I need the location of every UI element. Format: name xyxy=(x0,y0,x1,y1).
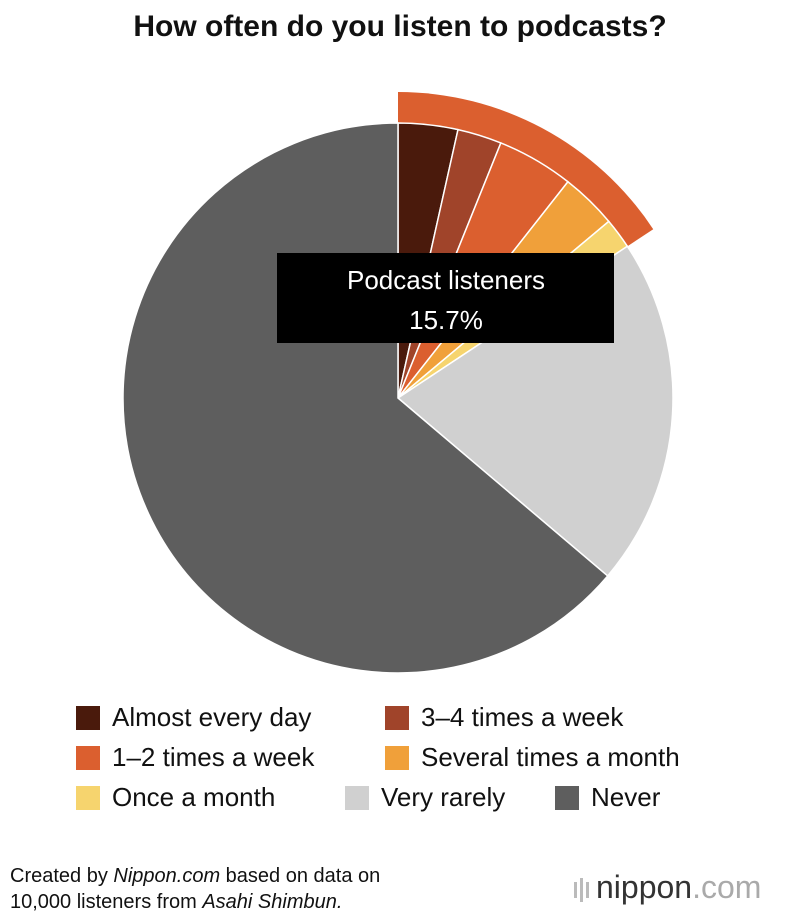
legend-label: Almost every day xyxy=(112,702,311,732)
legend-swatch xyxy=(555,786,579,810)
legend-swatch xyxy=(76,746,100,770)
logo-text: nippon.com xyxy=(596,869,761,905)
callout-box xyxy=(277,253,614,343)
legend-label: Never xyxy=(591,782,661,812)
callout-label: Podcast listeners xyxy=(347,265,545,295)
source-text: Created by xyxy=(10,865,113,887)
legend-label: 1–2 times a week xyxy=(112,742,315,772)
logo-icon xyxy=(586,882,589,898)
source-text: Nippon.com xyxy=(113,865,220,887)
logo-icon xyxy=(574,882,577,898)
chart-title: How often do you listen to podcasts? xyxy=(133,10,666,43)
source: 10,000 listeners from Asahi Shimbun. xyxy=(10,891,342,913)
legend-label: Once a month xyxy=(112,782,275,812)
legend-swatch xyxy=(345,786,369,810)
logo-text: nippon xyxy=(596,869,692,905)
legend-swatch xyxy=(76,706,100,730)
legend-label: 3–4 times a week xyxy=(421,702,624,732)
legend-swatch xyxy=(385,746,409,770)
source-text: based on data on xyxy=(220,865,380,887)
legend-label: Very rarely xyxy=(381,782,505,812)
legend: Almost every day 3–4 times a week 1–2 time… xyxy=(76,702,680,812)
legend-label: Several times a month xyxy=(421,742,680,772)
callout: Podcast listeners 15.7% xyxy=(277,253,614,343)
pie-slice xyxy=(122,122,609,674)
logo-icon xyxy=(580,878,583,902)
callout-value: 15.7% xyxy=(409,305,483,335)
pie xyxy=(122,92,674,674)
source: Created by Nippon.com based on data on xyxy=(10,865,380,887)
source-text: Asahi Shimbun. xyxy=(201,891,342,913)
legend-swatch xyxy=(76,786,100,810)
logo-text: .com xyxy=(692,869,761,905)
source-text: 10,000 listeners from xyxy=(10,891,202,913)
logo: nippon.com xyxy=(574,869,761,905)
legend-swatch xyxy=(385,706,409,730)
